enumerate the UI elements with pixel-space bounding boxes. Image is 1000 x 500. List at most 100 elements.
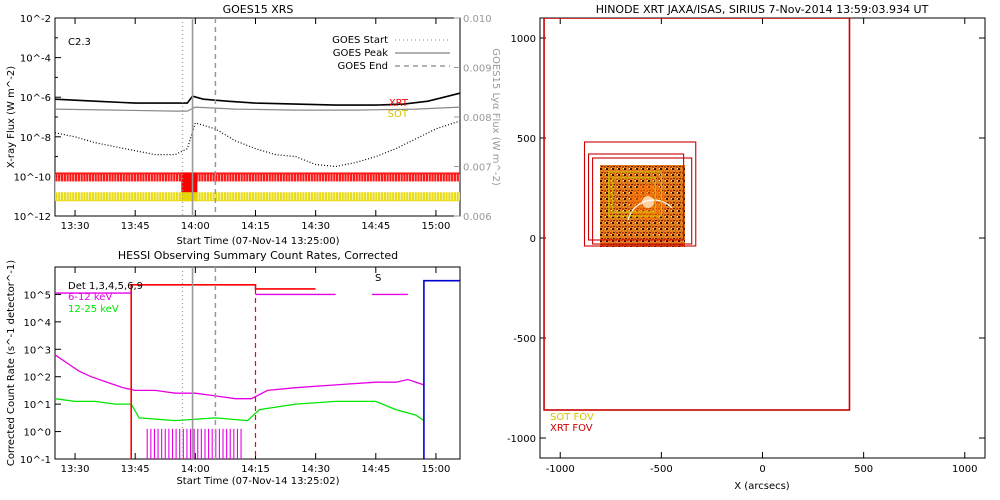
goes-x-tick-label: 14:30 xyxy=(301,221,330,232)
xrt-fov-box xyxy=(543,18,851,411)
sot-fov-box xyxy=(608,171,662,217)
hessi-x-tick-label: 14:30 xyxy=(301,464,330,475)
xrt-fov-box xyxy=(583,141,697,247)
xrt-solar-image xyxy=(600,165,685,247)
xrt-y-tick-label: 1000 xyxy=(511,34,536,45)
goes-y-right-tick-label: 0.006 xyxy=(463,212,492,223)
sot-fov-box xyxy=(612,177,656,213)
goes-y-ticks-right: 0.010 0.009 0.008 0.007 0.006 xyxy=(454,14,492,223)
xrt-x-axis-label: X (arcsecs) xyxy=(734,481,790,492)
xrt-limb-arc xyxy=(627,199,673,221)
goes-x-tick-label: 15:00 xyxy=(422,221,451,232)
xrt-fov-boxes xyxy=(543,18,851,411)
goes-x-axis-label: Start Time (07-Nov-14 13:25:00) xyxy=(176,236,339,247)
hessi-panel: HESSI Observing Summary Count Rates, Cor… xyxy=(6,249,461,487)
goes-xrt-label: XRT xyxy=(389,98,409,109)
xrt-x-ticks: -1000 -500 0 500 1000 xyxy=(546,18,977,475)
goes-series-line-short-channel xyxy=(55,120,460,168)
xrt-flare-core xyxy=(642,196,654,208)
sot-coverage-bar xyxy=(55,192,460,202)
goes-y-tick-label: 10^-12 xyxy=(14,212,51,223)
hessi-x-tick-label: 13:45 xyxy=(121,464,150,475)
xrt-x-tick-label: 0 xyxy=(759,464,765,475)
goes-title: GOES15 XRS xyxy=(223,3,294,16)
hessi-series-line-6-12-kev xyxy=(55,354,425,400)
goes-y-ticks: 10^-2 10^-4 10^-6 10^-8 10^-10 10^-12 xyxy=(14,14,61,223)
xrt-legend-xrt: XRT FOV xyxy=(550,423,593,434)
goes-y-right-tick-label: 0.009 xyxy=(463,64,492,75)
hessi-legend-12-25: 12-25 keV xyxy=(68,304,119,315)
xrt-panel: HINODE XRT JAXA/ISAS, SIRIUS 7-Nov-2014 … xyxy=(507,3,986,492)
xrt-y-tick-label: 500 xyxy=(517,134,536,145)
goes-y-tick-label: 10^-2 xyxy=(20,14,51,25)
goes-x-tick-label: 14:45 xyxy=(361,221,390,232)
xrt-x-tick-label: -500 xyxy=(650,464,673,475)
hessi-x-tick-label: 13:30 xyxy=(61,464,90,475)
goes-x-tick-label: 13:30 xyxy=(61,221,90,232)
hessi-y-tick-label: 10^-1 xyxy=(20,455,51,466)
goes-y-axis-label-right: GOES15 Lyα Flux (W m^-2) xyxy=(490,48,501,186)
xrt-fov-box xyxy=(592,157,693,245)
goes-y-right-tick-label: 0.010 xyxy=(463,14,492,25)
goes-event-markers xyxy=(181,18,217,216)
xrt-title: HINODE XRT JAXA/ISAS, SIRIUS 7-Nov-2014 … xyxy=(596,3,929,16)
hessi-legend-6-12: 6-12 keV xyxy=(68,292,112,303)
hessi-plot-frame xyxy=(54,266,461,460)
hessi-y-tick-label: 10^5 xyxy=(24,290,51,301)
goes-y-axis-label: X-ray Flux (W m^-2) xyxy=(6,66,17,168)
xrt-x-tick-label: -1000 xyxy=(546,464,575,475)
hessi-title: HESSI Observing Summary Count Rates, Cor… xyxy=(118,249,398,262)
goes-series-line-long-channel xyxy=(55,92,460,106)
legend-goes-start: GOES Start xyxy=(332,35,388,46)
hessi-s-label: S xyxy=(375,273,381,284)
xrt-y-ticks: 1000 500 0 -500 -1000 xyxy=(507,34,985,445)
legend-goes-peak: GOES Peak xyxy=(333,48,388,59)
goes-y-tick-label: 10^-10 xyxy=(14,172,51,183)
xrt-coverage-solid xyxy=(181,172,198,193)
xrt-x-tick-label: 500 xyxy=(854,464,873,475)
hessi-x-tick-label: 15:00 xyxy=(422,464,451,475)
xrt-y-tick-label: 0 xyxy=(530,234,536,245)
legend-goes-end: GOES End xyxy=(338,61,388,72)
goes-x-tick-label: 14:15 xyxy=(241,221,270,232)
hessi-x-axis-label: Start Time (07-Nov-14 13:25:02) xyxy=(176,476,339,487)
sot-coverage-solid xyxy=(181,192,198,202)
xrt-y-tick-label: -500 xyxy=(513,334,536,345)
hessi-magenta-spikes xyxy=(146,428,242,459)
hessi-y-axis-label: Corrected Count Rate (s^-1 detector^-1) xyxy=(6,260,17,466)
xrt-y-tick-label: -1000 xyxy=(507,434,536,445)
hessi-y-ticks: 10^5 10^4 10^3 10^2 10^1 10^0 10^-1 xyxy=(20,290,61,466)
hessi-x-tick-label: 14:00 xyxy=(181,464,210,475)
goes-panel: GOES15 XRS 10^-210^-410^-610^-810^-1010^… xyxy=(6,3,501,247)
hessi-y-tick-label: 10^4 xyxy=(24,318,51,329)
goes-y-tick-label: 10^-4 xyxy=(20,54,51,65)
xrt-x-tick-label: 1000 xyxy=(952,464,977,475)
hessi-x-ticks: 13:30 13:45 14:00 14:15 14:30 14:45 15:00 xyxy=(61,267,451,475)
hessi-y-tick-label: 10^2 xyxy=(24,373,51,384)
goes-y-right-tick-label: 0.007 xyxy=(463,163,492,174)
hessi-detectors-label: Det 1,3,4,5,6,9 xyxy=(68,281,143,292)
goes-x-ticks: 13:30 13:45 14:00 14:15 14:30 14:45 15:00 xyxy=(61,18,451,232)
hessi-event-markers xyxy=(181,267,257,459)
goes-y-tick-label: 10^-8 xyxy=(20,133,51,144)
goes-x-tick-label: 14:00 xyxy=(181,221,210,232)
hessi-y-tick-label: 10^1 xyxy=(24,400,51,411)
hessi-x-tick-label: 14:45 xyxy=(361,464,390,475)
hessi-x-tick-label: 14:15 xyxy=(241,464,270,475)
goes-observation-bars xyxy=(55,172,460,202)
goes-y-tick-label: 10^-6 xyxy=(20,93,51,104)
xrt-coverage-bar xyxy=(55,172,460,182)
goes-class-label: C2.3 xyxy=(68,37,91,48)
hessi-y-tick-label: 10^0 xyxy=(24,428,51,439)
hessi-series-line-saa xyxy=(423,279,460,459)
hessi-y-tick-label: 10^3 xyxy=(24,345,51,356)
xrt-legend-sot: SOT FOV xyxy=(550,412,594,423)
goes-x-tick-label: 13:45 xyxy=(121,221,150,232)
goes-sot-label: SOT xyxy=(388,109,409,120)
hessi-series-line-attenuator xyxy=(130,283,316,459)
xrt-fov-box xyxy=(587,153,685,241)
goes-y-right-tick-label: 0.008 xyxy=(463,113,492,124)
goes-legend: GOES Start GOES Peak GOES End xyxy=(332,35,450,72)
hessi-series-line-12-25-kev xyxy=(55,398,425,422)
